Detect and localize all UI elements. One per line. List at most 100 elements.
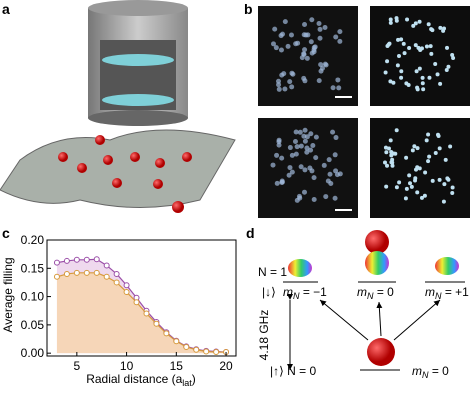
atom-dot: [313, 134, 319, 140]
atom-dot: [308, 147, 314, 153]
point: [113, 270, 120, 277]
atom-dot: [337, 171, 343, 177]
atom-dot: [279, 72, 285, 78]
atom-dot: [422, 193, 427, 198]
atom-dot: [304, 149, 310, 155]
atom-dot: [323, 194, 329, 200]
atom-dot: [401, 41, 406, 46]
atom-dot: [330, 85, 336, 91]
point: [163, 330, 170, 337]
atom-dot: [413, 43, 418, 48]
atom-dot: [279, 178, 285, 184]
atom-dot: [302, 47, 308, 53]
frequency: 4.18 GHz: [257, 310, 271, 361]
y-tick-label: 0.15: [21, 261, 45, 275]
atom-dot: [335, 77, 341, 83]
atom-dot: [413, 178, 418, 183]
atom-dot: [316, 21, 322, 27]
atom-dot: [399, 69, 404, 74]
point: [153, 320, 160, 327]
point: [83, 269, 90, 276]
atom-dot: [287, 165, 293, 171]
level-label: mN = 0: [357, 285, 394, 301]
atom-dot: [304, 55, 310, 61]
level-diagram: N = 1 |↓⟩ 4.18 GHz |↑⟩ N = 0: [257, 230, 465, 378]
atom-dot: [279, 155, 285, 161]
atom-dot: [288, 32, 294, 38]
atom-dot: [332, 152, 338, 158]
x-tick-label: 20: [219, 359, 233, 373]
atom-dot: [384, 184, 389, 189]
atom-dot: [410, 148, 415, 153]
atom-dot: [419, 195, 424, 200]
atom-dot: [403, 196, 408, 201]
x-axis-label-text: Radial distance (a: [86, 372, 182, 386]
atom-dot: [297, 129, 303, 135]
atom-dot: [417, 19, 422, 24]
level-label: mN = −1: [283, 285, 327, 301]
point: [173, 338, 180, 345]
atom-dot: [289, 169, 295, 175]
atom-dot: [274, 180, 280, 186]
atom-dot: [390, 163, 395, 168]
atom-dot: [404, 155, 409, 160]
x-axis-label-end: ): [192, 372, 196, 386]
atom-dot: [383, 70, 388, 75]
atom-dot: [394, 128, 399, 133]
atom-dot: [321, 162, 327, 168]
panel-label: d: [246, 225, 255, 241]
axes-frame: [46, 239, 237, 357]
atom-dot: [405, 17, 410, 22]
atom-dot: [446, 64, 451, 69]
atom-images: [258, 6, 470, 218]
atom-dot: [433, 62, 438, 67]
atom-dot: [286, 172, 292, 178]
atom-dot: [438, 81, 443, 86]
atom-dot: [270, 162, 276, 168]
atom-dot: [293, 129, 299, 135]
atom-dot: [311, 49, 317, 55]
atom-dot: [402, 51, 407, 56]
atom-dot: [337, 38, 343, 44]
y-tick-label: 0.00: [21, 346, 45, 360]
level-m: m: [425, 285, 435, 299]
atom-dot: [274, 152, 280, 158]
atom-dot: [435, 72, 440, 77]
atom-dot: [415, 190, 420, 195]
atom-dot: [448, 144, 453, 149]
level-sub: N: [422, 370, 429, 380]
atom-dot: [388, 79, 393, 84]
atom-dot: [287, 79, 293, 85]
x-tick-label: 5: [73, 359, 80, 373]
atom-dot: [272, 26, 278, 32]
n-label: N = 1: [258, 265, 287, 279]
atom-dot: [302, 78, 308, 84]
point: [113, 279, 120, 286]
atom-dot: [427, 75, 432, 80]
atom-dot: [404, 81, 409, 86]
atom-dot: [414, 167, 419, 172]
atom-dot: [391, 80, 396, 85]
level-label: mN = 0: [412, 364, 449, 380]
y-tick-label: 0.05: [21, 318, 45, 332]
atom-dot: [418, 47, 423, 52]
atom-dot: [441, 28, 446, 33]
atom-dot: [426, 159, 431, 164]
atom-dot: [336, 85, 342, 91]
atom-dot: [333, 34, 339, 40]
atom-dot: [407, 46, 412, 51]
level-eq: = +1: [442, 285, 470, 299]
point: [133, 299, 140, 306]
atom-dot: [399, 75, 404, 80]
point: [143, 310, 150, 317]
atom-dot: [292, 138, 298, 144]
atom-dot: [302, 21, 308, 27]
atom-dot: [311, 196, 317, 202]
atom-dot: [386, 146, 391, 151]
x-axis-label: Radial distance (alat): [86, 372, 196, 388]
atom-dot: [313, 155, 319, 161]
atom-dot: [412, 144, 417, 149]
atom-dot: [310, 143, 316, 149]
atom-dot: [302, 127, 308, 133]
atom-dot: [426, 22, 431, 27]
